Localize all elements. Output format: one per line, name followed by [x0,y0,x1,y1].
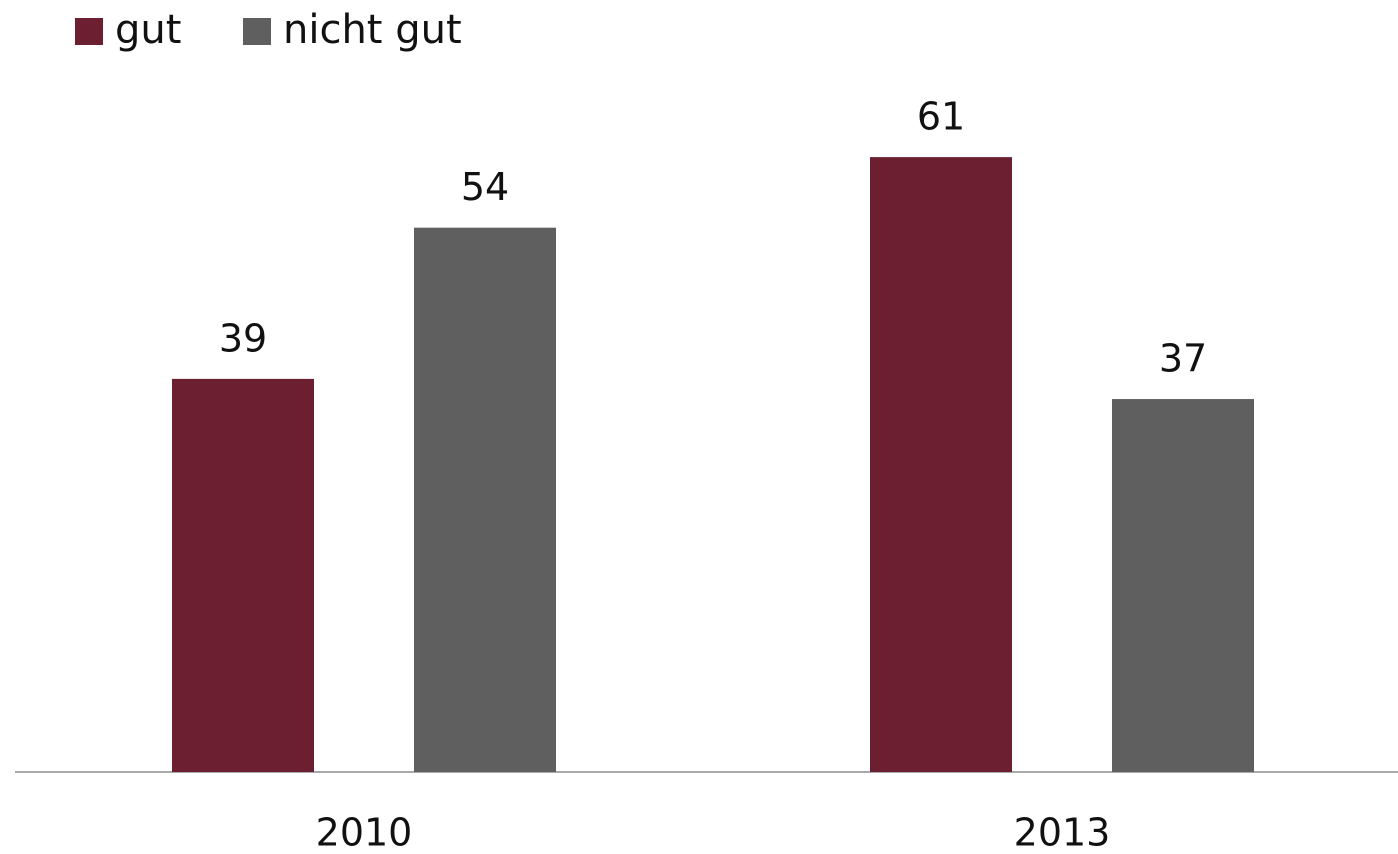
x-tick-label: 2013 [1014,811,1111,854]
legend-swatch [75,18,103,45]
data-label: 39 [219,316,267,360]
bar [414,227,556,772]
data-label: 37 [1159,337,1207,381]
bar [1112,399,1254,772]
bar [870,157,1012,772]
bar [172,378,314,772]
data-label: 61 [917,95,965,139]
x-tick-label: 2010 [316,811,413,854]
data-label: 54 [461,165,509,209]
legend-label: nicht gut [283,7,462,53]
legend-label: gut [115,7,181,53]
legend-swatch [243,18,271,45]
